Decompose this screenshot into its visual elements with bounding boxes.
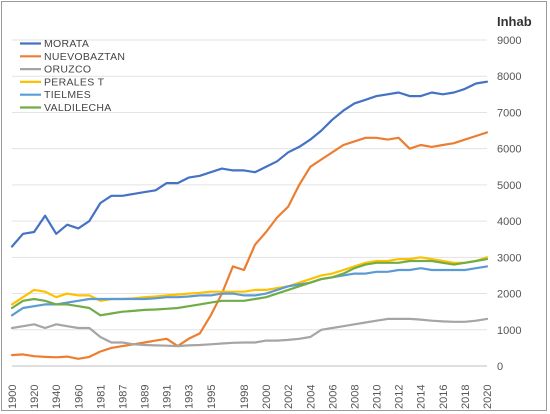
x-tick-label: 1981: [95, 385, 107, 409]
x-tick-label: 1989: [140, 385, 152, 409]
x-tick-label: 2000: [261, 385, 273, 409]
x-tick-label: 2016: [438, 385, 450, 409]
x-tick-label: 1960: [73, 385, 85, 409]
y-tick-label: 7000: [497, 107, 521, 119]
x-tick-label: 2014: [416, 385, 428, 409]
x-tick-label: 1998: [239, 385, 251, 409]
y-tick-label: 2000: [497, 289, 521, 301]
y-axis-labels: 0 1000 2000 3000 4000 5000 6000 7000 8000 9000: [497, 35, 521, 373]
x-tick-label: 2004: [305, 385, 317, 409]
legend-label-morata: MORATA: [44, 38, 89, 50]
series-line-perales-t: [10, 256, 489, 306]
y-tick-label: 8000: [497, 71, 521, 83]
y-tick-label: 0: [497, 361, 503, 373]
x-tick-label: 2010: [372, 385, 384, 409]
x-tick-label: 1993: [184, 385, 196, 409]
y-tick-label: 3000: [497, 252, 521, 264]
x-tick-label: 1991: [162, 385, 174, 409]
x-tick-label: 1940: [51, 385, 63, 409]
series-line-morata: [10, 80, 489, 248]
legend-label-perales-t: PERALES T: [44, 76, 105, 88]
x-tick-label: 1995: [206, 385, 218, 409]
x-tick-label: 1920: [29, 385, 41, 409]
x-tick-label: 2008: [349, 385, 361, 409]
series-lines: [10, 80, 489, 360]
y-unit-label: Inhab: [497, 14, 532, 29]
series-line-valdilecha: [10, 258, 489, 317]
legend-label-valdilecha: VALDILECHA: [44, 102, 112, 114]
x-tick-label: 2018: [460, 385, 472, 409]
y-tick-label: 1000: [497, 325, 521, 337]
x-tick-label: 2012: [394, 385, 406, 409]
y-tick-label: 5000: [497, 180, 521, 192]
x-tick-label: 2020: [482, 385, 494, 409]
x-axis-labels: 1900 1920 1940 1960 1981 1987 1989 1991 1993 1995…: [7, 385, 494, 409]
x-tick-label: 1900: [7, 385, 19, 409]
series-line-oruzco: [10, 317, 489, 348]
x-tick-label: 2006: [327, 385, 339, 409]
x-tick-label: 1987: [117, 385, 129, 409]
legend-label-nuevobaztan: NUEVOBAZTAN: [44, 51, 125, 63]
y-tick-label: 9000: [497, 35, 521, 47]
y-tick-label: 4000: [497, 216, 521, 228]
series-line-nuevobaztan: [10, 131, 489, 360]
series-line-tielmes: [10, 265, 489, 317]
y-tick-label: 6000: [497, 144, 521, 156]
legend-label-tielmes: TIELMES: [44, 89, 91, 101]
x-tick-label: 2002: [283, 385, 295, 409]
legend-label-oruzco: ORUZCO: [44, 64, 91, 76]
